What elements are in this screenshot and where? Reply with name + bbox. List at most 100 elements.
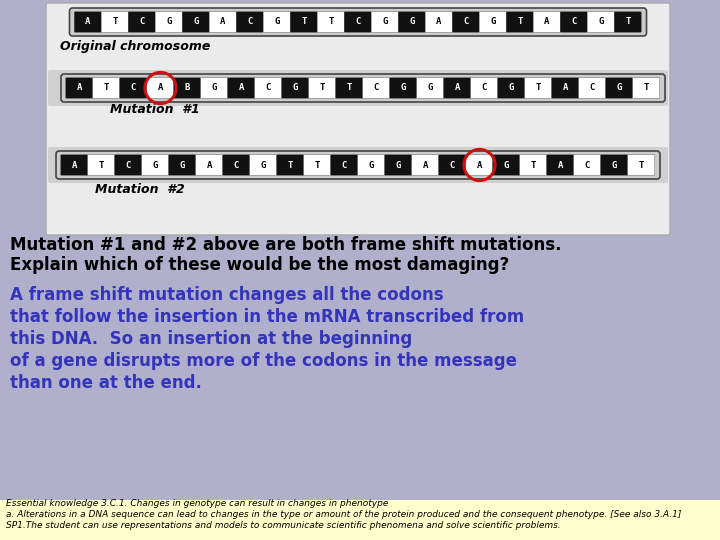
FancyBboxPatch shape (498, 78, 525, 98)
Text: Essential knowledge 3.C.1. Changes in genotype can result in changes in phenotyp: Essential knowledge 3.C.1. Changes in ge… (6, 499, 388, 508)
Text: G: G (490, 17, 495, 26)
FancyBboxPatch shape (222, 154, 250, 176)
FancyBboxPatch shape (471, 78, 498, 98)
Text: T: T (644, 84, 649, 92)
Text: C: C (482, 84, 487, 92)
Text: C: C (342, 160, 347, 170)
FancyBboxPatch shape (182, 12, 210, 32)
Text: T: T (320, 84, 325, 92)
FancyBboxPatch shape (276, 154, 304, 176)
Text: C: C (450, 160, 455, 170)
Text: A: A (563, 84, 568, 92)
FancyBboxPatch shape (66, 78, 93, 98)
Text: T: T (536, 84, 541, 92)
FancyBboxPatch shape (290, 12, 318, 32)
FancyBboxPatch shape (88, 154, 114, 176)
FancyBboxPatch shape (492, 154, 520, 176)
Text: T: T (347, 84, 352, 92)
Text: G: G (193, 17, 199, 26)
Text: T: T (328, 17, 333, 26)
FancyBboxPatch shape (588, 12, 614, 32)
Text: G: G (293, 84, 298, 92)
FancyBboxPatch shape (390, 78, 417, 98)
FancyBboxPatch shape (600, 154, 628, 176)
Text: G: G (401, 84, 406, 92)
Text: Mutation  #2: Mutation #2 (95, 183, 185, 196)
FancyBboxPatch shape (398, 12, 426, 32)
Text: A: A (77, 84, 82, 92)
FancyBboxPatch shape (304, 154, 330, 176)
Text: C: C (266, 84, 271, 92)
Text: A: A (207, 160, 212, 170)
Text: A: A (455, 84, 460, 92)
FancyBboxPatch shape (60, 154, 88, 176)
FancyBboxPatch shape (48, 70, 668, 106)
FancyBboxPatch shape (426, 12, 452, 32)
FancyBboxPatch shape (628, 154, 654, 176)
Text: G: G (274, 17, 279, 26)
Text: C: C (131, 84, 136, 92)
Text: G: G (180, 160, 185, 170)
Text: C: C (247, 17, 253, 26)
FancyBboxPatch shape (201, 78, 228, 98)
Text: G: G (612, 160, 617, 170)
Text: C: C (234, 160, 239, 170)
Text: Mutation  #1: Mutation #1 (110, 103, 199, 116)
FancyBboxPatch shape (574, 154, 600, 176)
Text: G: G (153, 160, 158, 170)
Text: T: T (517, 17, 523, 26)
FancyBboxPatch shape (412, 154, 438, 176)
Text: A: A (220, 17, 225, 26)
FancyBboxPatch shape (102, 12, 128, 32)
FancyBboxPatch shape (560, 12, 588, 32)
FancyBboxPatch shape (372, 12, 398, 32)
Text: G: G (166, 17, 171, 26)
Text: A: A (558, 160, 563, 170)
Text: A: A (423, 160, 428, 170)
FancyBboxPatch shape (466, 154, 492, 176)
Text: G: G (212, 84, 217, 92)
Text: T: T (315, 160, 320, 170)
FancyBboxPatch shape (363, 78, 390, 98)
Text: T: T (288, 160, 293, 170)
FancyBboxPatch shape (480, 12, 506, 32)
Text: G: G (598, 17, 603, 26)
FancyBboxPatch shape (210, 12, 236, 32)
Text: T: T (104, 84, 109, 92)
FancyBboxPatch shape (250, 154, 276, 176)
FancyBboxPatch shape (74, 12, 102, 32)
FancyBboxPatch shape (614, 12, 642, 32)
Text: T: T (99, 160, 104, 170)
Text: T: T (301, 17, 307, 26)
FancyBboxPatch shape (61, 74, 665, 102)
FancyBboxPatch shape (309, 78, 336, 98)
FancyBboxPatch shape (318, 12, 344, 32)
FancyBboxPatch shape (330, 154, 358, 176)
Text: of a gene disrupts more of the codons in the message: of a gene disrupts more of the codons in… (10, 352, 517, 370)
Text: C: C (126, 160, 131, 170)
Text: A: A (477, 160, 482, 170)
Text: A: A (544, 17, 549, 26)
FancyBboxPatch shape (520, 154, 546, 176)
FancyBboxPatch shape (444, 78, 471, 98)
Text: Mutation #1 and #2 above are both frame shift mutations.: Mutation #1 and #2 above are both frame … (10, 236, 562, 254)
FancyBboxPatch shape (417, 78, 444, 98)
FancyBboxPatch shape (534, 12, 560, 32)
FancyBboxPatch shape (93, 78, 120, 98)
Text: Original chromosome: Original chromosome (60, 40, 210, 53)
Text: C: C (374, 84, 379, 92)
FancyBboxPatch shape (48, 147, 668, 183)
Text: G: G (617, 84, 622, 92)
FancyBboxPatch shape (255, 78, 282, 98)
FancyBboxPatch shape (552, 78, 579, 98)
FancyBboxPatch shape (128, 12, 156, 32)
FancyBboxPatch shape (579, 78, 606, 98)
Text: T: T (639, 160, 644, 170)
FancyBboxPatch shape (147, 78, 174, 98)
Text: T: T (112, 17, 117, 26)
Text: G: G (261, 160, 266, 170)
Text: than one at the end.: than one at the end. (10, 374, 202, 392)
FancyBboxPatch shape (142, 154, 168, 176)
Text: T: T (531, 160, 536, 170)
Text: G: G (509, 84, 514, 92)
